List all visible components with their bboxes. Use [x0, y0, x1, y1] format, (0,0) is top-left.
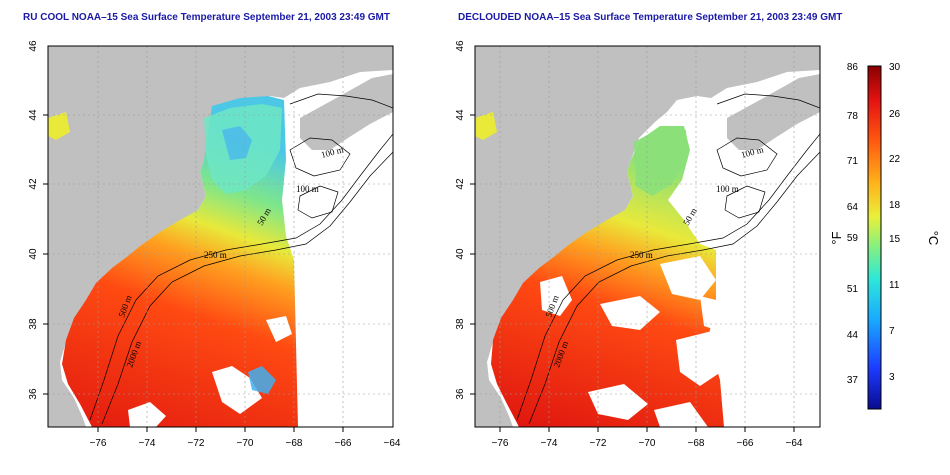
y-tick-label: 44 [455, 109, 466, 121]
colorbar-fahrenheit-tick: 59 [847, 233, 859, 244]
y-tick-label: 36 [28, 388, 39, 400]
colorbar-fahrenheit-tick: 44 [847, 330, 859, 341]
colorbar-celsius-tick: 7 [889, 326, 895, 337]
x-tick-label: −66 [335, 438, 352, 449]
contour-label: 250 m [204, 250, 227, 260]
colorbar-celsius-tick: 11 [889, 280, 900, 291]
y-tick-label: 40 [28, 248, 39, 260]
x-tick-label: −64 [786, 438, 803, 449]
colorbar-celsius-tick: 18 [889, 200, 901, 211]
x-tick-label: −64 [384, 438, 401, 449]
colorbar-gradient [867, 65, 882, 410]
colorbar-fahrenheit-tick: 78 [847, 111, 859, 122]
x-tick-label: −72 [590, 438, 607, 449]
x-tick-label: −68 [286, 438, 303, 449]
x-tick-label: −70 [639, 438, 656, 449]
y-tick-label: 46 [455, 40, 466, 52]
contour-label: 250 m [630, 250, 653, 260]
left-map [48, 46, 393, 427]
colorbar-fahrenheit-tick: 71 [847, 156, 859, 167]
right-map-title: DECLOUDED NOAA–15 Sea Surface Temperatur… [458, 12, 843, 23]
colorbar-celsius-tick: 15 [889, 234, 901, 245]
x-tick-label: −76 [90, 438, 107, 449]
colorbar-unit-fahrenheit: °F [829, 231, 844, 244]
y-tick-label: 42 [28, 178, 39, 190]
y-tick-label: 42 [455, 178, 466, 190]
y-tick-label: 38 [28, 318, 39, 330]
x-tick-label: −72 [188, 438, 205, 449]
contour-label: 100 m [716, 184, 739, 194]
y-tick-label: 40 [455, 248, 466, 260]
right-map-land [475, 46, 820, 427]
x-tick-label: −74 [139, 438, 156, 449]
x-tick-label: −70 [237, 438, 254, 449]
y-tick-label: 46 [28, 40, 39, 52]
right-map [475, 46, 820, 427]
x-tick-label: −74 [541, 438, 558, 449]
colorbar-celsius-tick: 30 [889, 62, 901, 73]
colorbar-celsius-tick: 3 [889, 372, 895, 383]
colorbar-fahrenheit-tick: 64 [847, 202, 859, 213]
y-tick-label: 44 [28, 109, 39, 121]
colorbar-fahrenheit-tick: 51 [847, 284, 859, 295]
colorbar-unit-celsius: °C [926, 231, 941, 246]
colorbar: 86 78 71 64 59 51 44 37 30 26 22 18 15 1… [829, 62, 941, 410]
left-map-land [48, 46, 393, 427]
colorbar-fahrenheit-tick: 37 [847, 375, 859, 386]
x-tick-label: −66 [737, 438, 754, 449]
y-tick-label: 36 [455, 388, 466, 400]
y-tick-label: 38 [455, 318, 466, 330]
left-map-frame [47, 45, 394, 428]
left-map-title: RU COOL NOAA–15 Sea Surface Temperature … [23, 12, 390, 23]
contour-label: 100 m [296, 184, 319, 194]
colorbar-celsius-tick: 26 [889, 109, 901, 120]
x-tick-label: −68 [688, 438, 705, 449]
colorbar-fahrenheit-tick: 86 [847, 62, 859, 73]
x-tick-label: −76 [492, 438, 509, 449]
colorbar-celsius-tick: 22 [889, 154, 901, 165]
